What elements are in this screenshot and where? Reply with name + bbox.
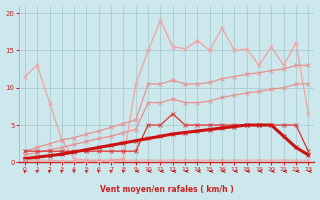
- X-axis label: Vent moyen/en rafales ( km/h ): Vent moyen/en rafales ( km/h ): [100, 185, 234, 194]
